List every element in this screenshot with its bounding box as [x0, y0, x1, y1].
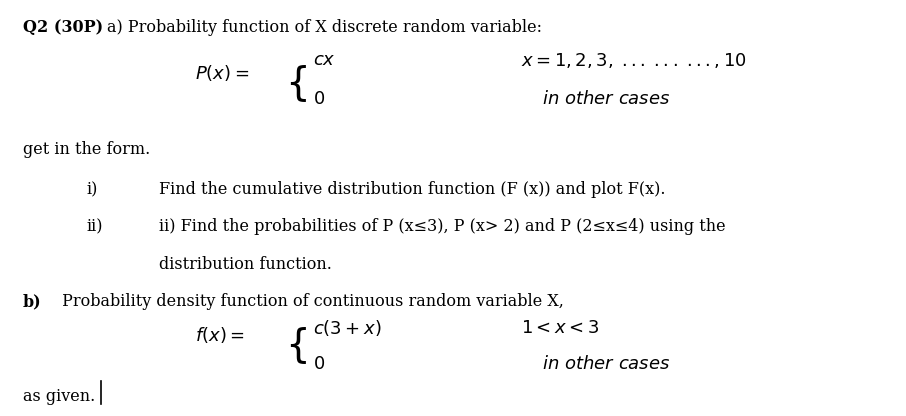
- Text: $\mathit{in\ other\ cases}$: $\mathit{in\ other\ cases}$: [542, 355, 670, 373]
- Text: $\mathit{in\ other\ cases}$: $\mathit{in\ other\ cases}$: [542, 90, 670, 108]
- Text: as given.: as given.: [23, 388, 95, 405]
- Text: $x = 1, 2, 3, \; ... \; ... \; ...,10$: $x = 1, 2, 3, \; ... \; ... \; ...,10$: [521, 51, 747, 70]
- Text: $f(x) =$: $f(x) =$: [195, 325, 245, 345]
- Text: ii): ii): [86, 218, 102, 235]
- Text: get in the form.: get in the form.: [23, 141, 149, 158]
- Text: b): b): [23, 293, 42, 310]
- Text: $0$: $0$: [313, 90, 324, 108]
- Text: $0$: $0$: [313, 355, 324, 373]
- Text: distribution function.: distribution function.: [159, 256, 332, 273]
- Text: $P(x) =$: $P(x) =$: [195, 63, 249, 83]
- Text: a) Probability function of X discrete random variable:: a) Probability function of X discrete ra…: [107, 19, 542, 36]
- Text: ii) Find the probabilities of P (x≤3), P (x> 2) and P (2≤x≤4) using the: ii) Find the probabilities of P (x≤3), P…: [159, 218, 725, 235]
- Text: $\{$: $\{$: [285, 325, 307, 366]
- Text: i): i): [86, 181, 98, 198]
- Text: $1 < x < 3$: $1 < x < 3$: [521, 319, 599, 337]
- Text: Q2 (30P): Q2 (30P): [23, 19, 109, 36]
- Text: $\{$: $\{$: [285, 63, 307, 104]
- Text: $c(3 + x)$: $c(3 + x)$: [313, 318, 381, 338]
- Text: $cx$: $cx$: [313, 51, 335, 69]
- Text: Find the cumulative distribution function (F (x)) and plot F(x).: Find the cumulative distribution functio…: [159, 181, 665, 198]
- Text: Probability density function of continuous random variable X,: Probability density function of continuo…: [57, 293, 564, 310]
